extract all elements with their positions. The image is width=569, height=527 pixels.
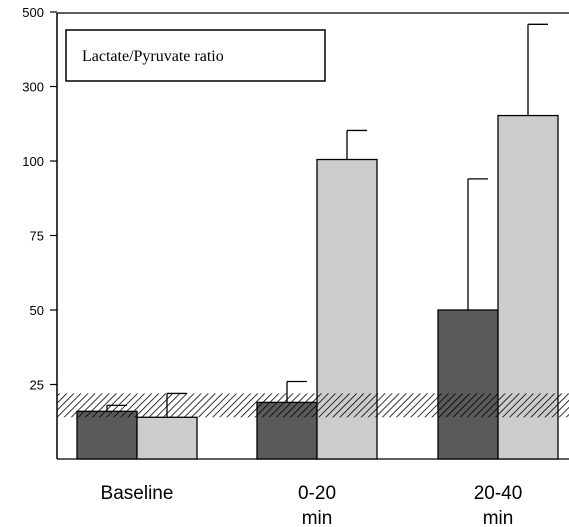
y-tick-label: 100 (22, 154, 44, 169)
x-category-label: 20-40 (474, 483, 523, 504)
y-tick-label: 75 (30, 229, 44, 244)
y-tick-label: 25 (30, 378, 44, 393)
x-category-label: 0-20 (298, 483, 336, 504)
y-tick-label: 300 (22, 80, 44, 95)
x-category-label-line2: min (302, 508, 333, 527)
bar (76, 410, 138, 460)
bar (136, 416, 198, 460)
reference-band (57, 393, 569, 418)
legend-box-text: Lactate/Pyruvate ratio (82, 48, 224, 65)
y-tick-label: 500 (22, 5, 44, 20)
bar (437, 309, 499, 460)
x-category-label-line2: min (483, 508, 514, 527)
y-tick-label: 50 (30, 303, 44, 318)
x-category-label: Baseline (101, 483, 174, 504)
legend-box: Lactate/Pyruvate ratio (65, 29, 326, 82)
